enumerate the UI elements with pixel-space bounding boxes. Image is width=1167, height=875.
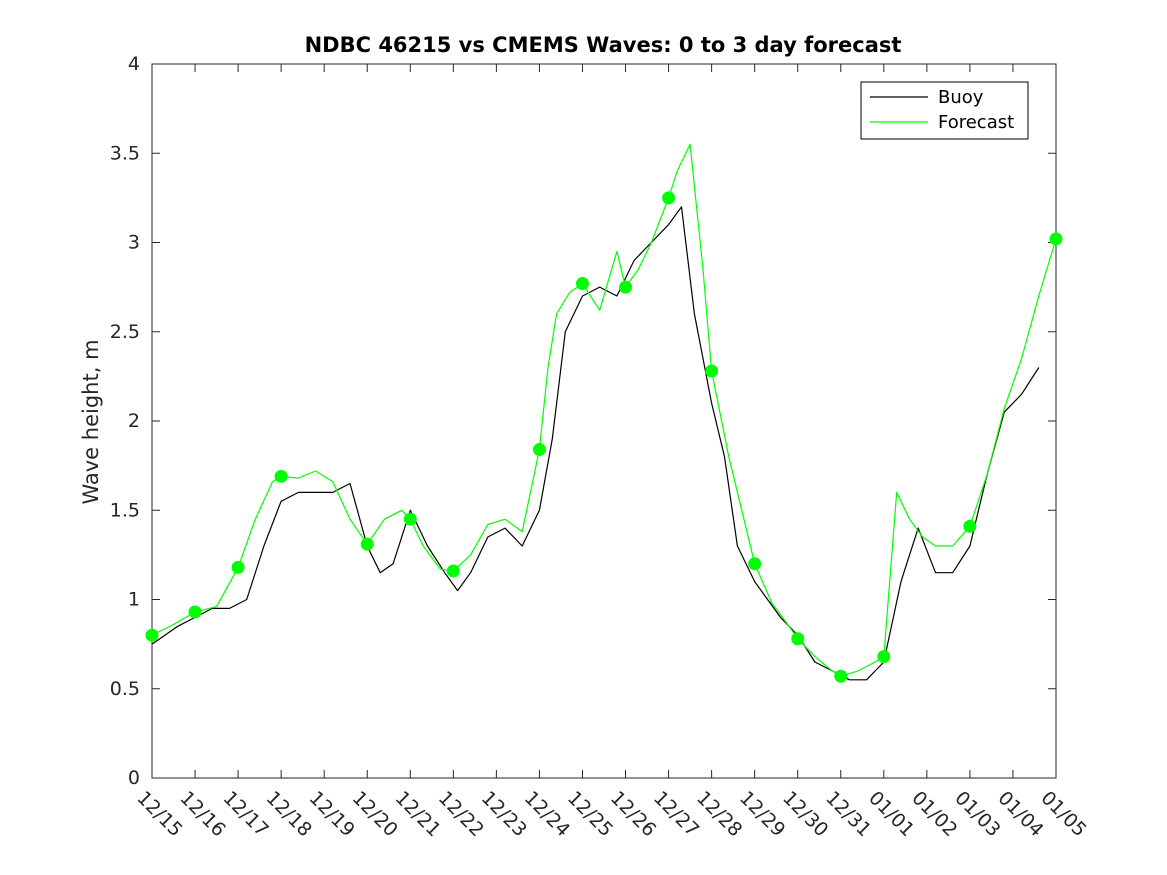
- forecast-point: [619, 280, 633, 294]
- series-line-buoy: [151, 206, 1040, 681]
- legend-box: [860, 81, 1029, 140]
- x-tick-label: 12/30: [778, 787, 832, 841]
- x-tick-label: 12/29: [735, 787, 789, 841]
- y-axis-label: Wave height, m: [79, 339, 103, 504]
- y-tick-label: 0: [128, 767, 140, 789]
- forecast-point: [231, 560, 245, 574]
- x-tick-label: 12/31: [821, 787, 875, 841]
- x-tick-label: 01/04: [993, 787, 1047, 841]
- y-tick-label: 1: [128, 589, 140, 611]
- y-tick-label: 4: [128, 53, 140, 75]
- chart-title: NDBC 46215 vs CMEMS Waves: 0 to 3 day fo…: [305, 33, 902, 57]
- forecast-point: [446, 564, 460, 578]
- legend-label-forecast: Forecast: [938, 112, 1014, 133]
- x-tick-label: 12/28: [692, 787, 746, 841]
- forecast-point: [532, 443, 546, 457]
- plot-area: [151, 63, 1057, 779]
- x-tick-label: 01/01: [864, 787, 918, 841]
- x-tick-label: 12/16: [176, 787, 230, 841]
- y-tick-label: 0.5: [110, 678, 140, 700]
- x-tick-label: 01/05: [1036, 787, 1090, 841]
- x-tick-label: 12/27: [649, 787, 703, 841]
- x-tick-label: 12/19: [305, 787, 359, 841]
- forecast-point: [748, 557, 762, 571]
- x-tick-label: 12/25: [563, 787, 617, 841]
- y-tick-label: 2.5: [110, 321, 140, 343]
- forecast-point: [145, 628, 159, 642]
- x-tick-label: 12/17: [219, 787, 273, 841]
- x-tick-label: 12/23: [477, 787, 531, 841]
- x-tick-label: 12/26: [606, 787, 660, 841]
- x-tick-label: 01/02: [907, 787, 961, 841]
- forecast-point: [662, 191, 676, 205]
- y-tick-label: 3.5: [110, 142, 140, 164]
- forecast-point: [575, 277, 589, 291]
- forecast-point: [188, 605, 202, 619]
- legend: Buoy Forecast: [860, 81, 1029, 140]
- forecast-point: [963, 519, 977, 533]
- forecast-point: [705, 364, 719, 378]
- x-tick-label: 12/22: [434, 787, 488, 841]
- forecast-markers: [145, 191, 1063, 683]
- y-tick-label: 2: [128, 410, 140, 432]
- forecast-point: [877, 650, 891, 664]
- x-tick-label: 12/15: [132, 787, 186, 841]
- legend-label-buoy: Buoy: [938, 87, 984, 108]
- forecast-point: [1049, 232, 1063, 246]
- forecast-point: [403, 512, 417, 526]
- y-tick-label: 3: [128, 232, 140, 254]
- x-tick-label: 12/18: [262, 787, 316, 841]
- x-tick-label: 12/24: [520, 787, 574, 841]
- forecast-point: [791, 632, 805, 646]
- x-tick-label: 01/03: [950, 787, 1004, 841]
- x-tick-label: 12/21: [391, 787, 445, 841]
- forecast-point: [274, 469, 288, 483]
- forecast-point: [834, 669, 848, 683]
- x-tick-label: 12/20: [348, 787, 402, 841]
- forecast-point: [360, 537, 374, 551]
- y-tick-label: 1.5: [110, 499, 140, 521]
